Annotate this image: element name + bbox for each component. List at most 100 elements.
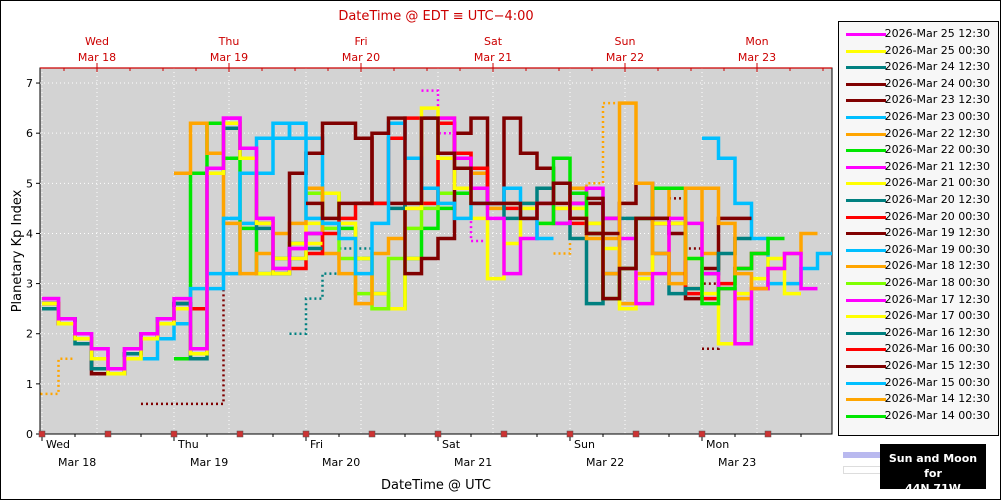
legend-swatch	[846, 116, 886, 119]
y-tick-label: 1	[26, 378, 33, 391]
legend-label: 2026-Mar 19 00:30	[884, 242, 990, 256]
legend-swatch	[846, 99, 886, 103]
axes: 0 1 2 3 4 5 6 7 Wed Mar 18 Thu Mar 19 Fri Mar 20 Sat Ma…	[26, 35, 832, 469]
plot-area	[39, 67, 833, 435]
legend-item: 2026-Mar 25 12:30	[839, 26, 998, 42]
daynight-marker	[698, 430, 706, 438]
bottom-tick-day: Sat	[442, 438, 461, 451]
bottom-tick-day: Sun	[574, 438, 595, 451]
bottom-tick-day: Wed	[46, 438, 70, 451]
legend-item: 2026-Mar 21 00:30	[839, 175, 998, 191]
x-axis-label: DateTime @ UTC	[381, 478, 491, 493]
legend-item: 2026-Mar 18 00:30	[839, 275, 998, 291]
sun-moon-location-box: Sun and Moon for 44N 71W	[880, 444, 986, 495]
legend-item: 2026-Mar 16 12:30	[839, 325, 998, 341]
legend-label: 2026-Mar 22 12:30	[884, 126, 990, 140]
top-tick-day: Fri	[354, 35, 367, 48]
legend-label: 2026-Mar 24 00:30	[884, 76, 990, 90]
series-line	[42, 116, 323, 371]
series-line	[438, 116, 818, 346]
legend-swatch	[846, 82, 886, 86]
y-tick-label: 2	[26, 328, 33, 341]
legend-item: 2026-Mar 19 00:30	[839, 242, 998, 258]
series-line	[207, 121, 339, 291]
legend-label: 2026-Mar 18 00:30	[884, 276, 990, 289]
legend-item: 2026-Mar 15 00:30	[839, 375, 998, 391]
forecast-dotted-line	[553, 101, 620, 255]
chart-title: DateTime @ EDT ≡ UTC−4:00	[338, 9, 533, 24]
legend-swatch	[846, 232, 886, 236]
legend-label: 2026-Mar 17 00:30	[884, 309, 990, 323]
legend-item: 2026-Mar 21 12:30	[839, 159, 998, 175]
legend-item: 2026-Mar 20 00:30	[839, 209, 998, 225]
daynight-marker	[236, 430, 244, 438]
top-tick-date: Mar 22	[606, 51, 644, 64]
legend-swatch	[846, 132, 886, 136]
legend-item: 2026-Mar 22 00:30	[839, 142, 998, 158]
legend-label: 2026-Mar 21 00:30	[884, 176, 990, 190]
series-group	[40, 89, 832, 406]
top-tick-date: Mar 23	[738, 51, 776, 64]
bottom-tick-date: Mar 23	[718, 456, 756, 469]
legend-label: 2026-Mar 15 00:30	[884, 375, 990, 389]
legend-item: 2026-Mar 20 12:30	[839, 192, 998, 208]
legend-item: 2026-Mar 23 12:30	[839, 92, 998, 108]
legend-swatch	[846, 66, 886, 70]
legend-item: 2026-Mar 24 12:30	[839, 59, 998, 75]
moon-bar	[843, 466, 883, 474]
bottom-tick-day: Mon	[706, 438, 729, 451]
y-tick-label: 6	[26, 127, 33, 140]
daynight-marker	[104, 430, 112, 438]
legend-item: 2026-Mar 15 12:30	[839, 358, 998, 374]
legend-label: 2026-Mar 21 12:30	[884, 159, 990, 173]
bottom-tick-day: Thu	[177, 438, 199, 451]
bottom-tick-date: Mar 19	[190, 456, 228, 469]
legend-label: 2026-Mar 18 12:30	[884, 259, 990, 273]
legend-item: 2026-Mar 14 00:30	[839, 408, 998, 424]
legend-label: 2026-Mar 23 00:30	[884, 110, 990, 123]
daynight-marker	[566, 430, 574, 438]
daynight-marker	[170, 430, 178, 438]
legend-label: 2026-Mar 16 12:30	[884, 325, 990, 339]
legend-swatch	[846, 298, 886, 302]
legend-label: 2026-Mar 15 12:30	[884, 359, 990, 372]
legend-label: 2026-Mar 25 12:30	[884, 27, 990, 40]
legend-swatch	[846, 282, 886, 285]
legend: 2026-Mar 25 12:30 2026-Mar 25 00:30 2026-M…	[838, 21, 999, 436]
legend-label: 2026-Mar 16 00:30	[884, 342, 990, 356]
forecast-dotted-line	[669, 197, 719, 285]
top-tick-date: Mar 20	[342, 51, 380, 64]
daynight-marker	[764, 430, 772, 438]
legend-item: 2026-Mar 19 12:30	[839, 225, 998, 241]
bottom-tick-date: Mar 21	[454, 456, 492, 469]
daynight-marker	[368, 430, 376, 438]
legend-swatch	[846, 165, 886, 169]
legend-label: 2026-Mar 23 12:30	[884, 93, 990, 107]
legend-swatch	[846, 49, 886, 53]
legend-label: 2026-Mar 14 00:30	[884, 408, 990, 422]
top-tick-day: Sat	[484, 35, 503, 48]
legend-label: 2026-Mar 19 12:30	[884, 226, 990, 240]
legend-swatch	[846, 348, 886, 352]
y-tick-label: 3	[26, 278, 33, 291]
bottom-tick-date: Mar 22	[586, 456, 624, 469]
legend-item: 2026-Mar 22 12:30	[839, 126, 998, 142]
legend-swatch	[846, 199, 886, 202]
legend-swatch	[846, 182, 886, 186]
sun-bar	[843, 452, 881, 458]
y-axis-label: Planetary Kp Index	[10, 189, 25, 312]
legend-item: 2026-Mar 17 00:30	[839, 308, 998, 324]
series-line	[306, 116, 669, 301]
legend-label: 2026-Mar 17 12:30	[884, 292, 990, 306]
bottom-tick-day: Fri	[310, 438, 323, 451]
legend-item: 2026-Mar 16 00:30	[839, 341, 998, 357]
legend-item: 2026-Mar 24 00:30	[839, 76, 998, 92]
legend-label: 2026-Mar 25 00:30	[884, 43, 990, 57]
legend-swatch	[846, 398, 886, 402]
legend-item: 2026-Mar 25 00:30	[839, 43, 998, 59]
legend-swatch	[846, 414, 886, 418]
daynight-marker	[302, 430, 310, 438]
legend-swatch	[846, 265, 886, 269]
legend-label: 2026-Mar 20 00:30	[884, 209, 990, 223]
top-tick-day: Mon	[745, 35, 768, 48]
